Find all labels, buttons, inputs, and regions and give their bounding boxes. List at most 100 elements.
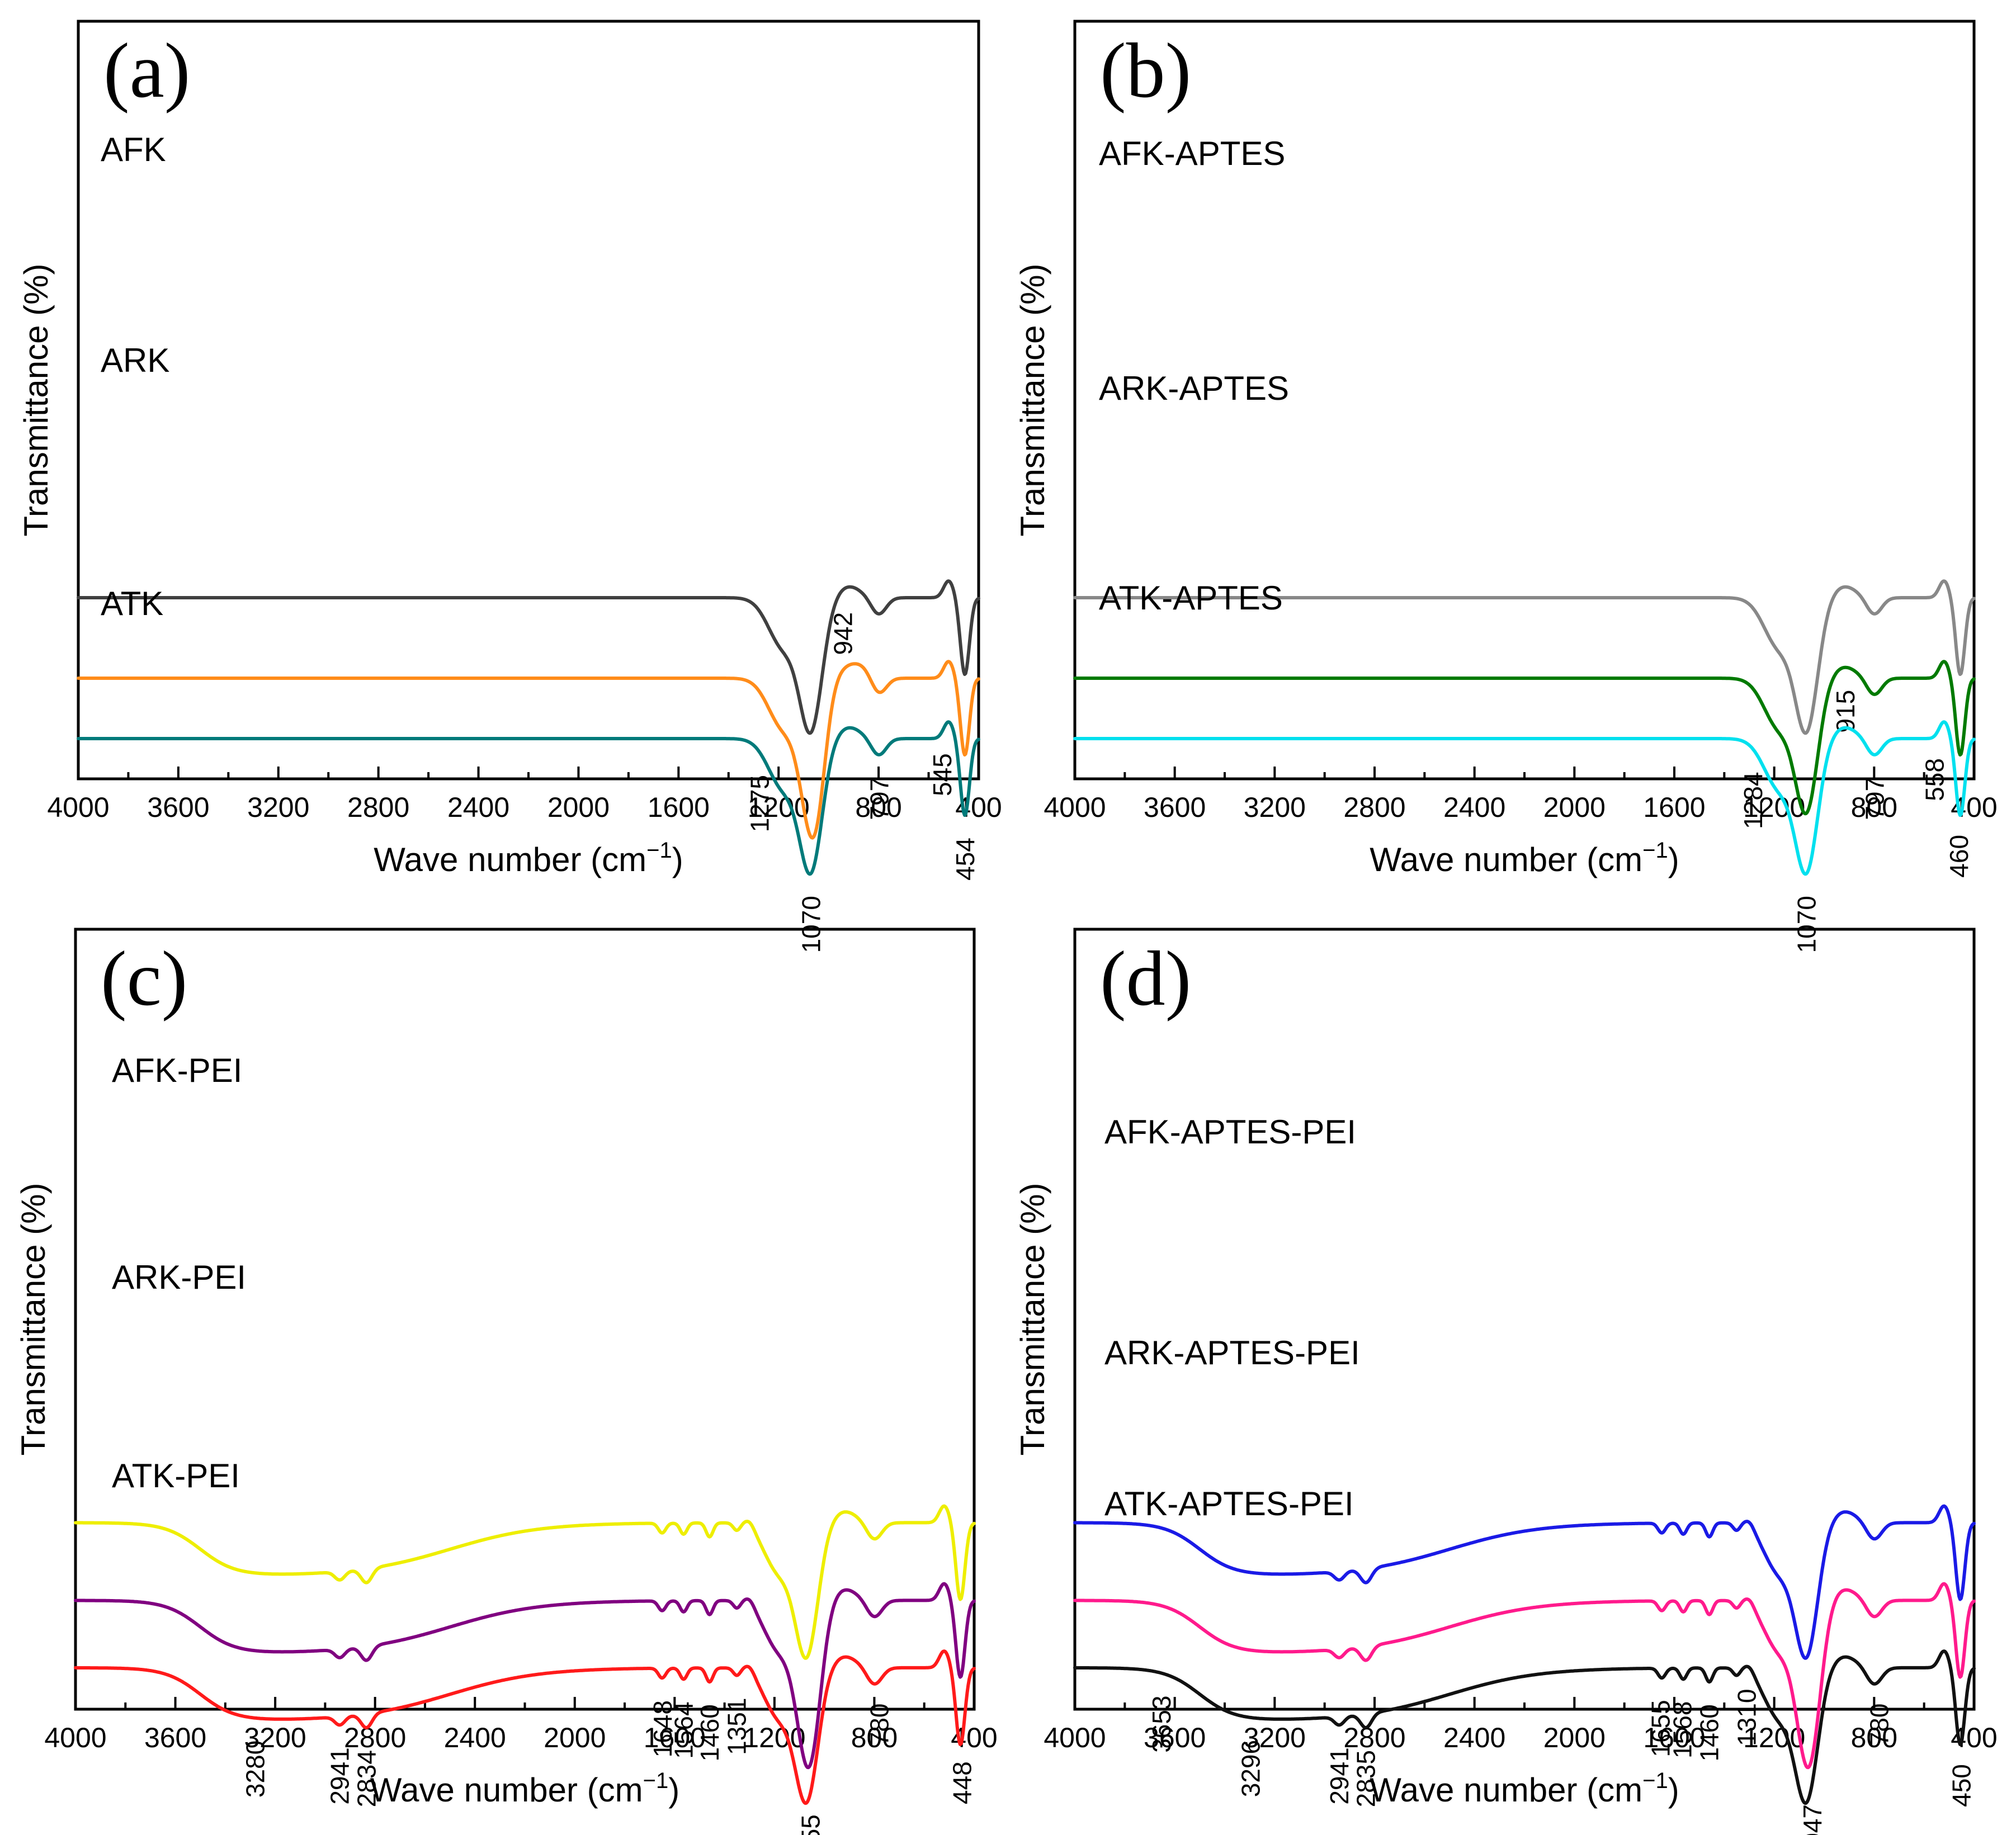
peak-annotation: 780 (865, 1704, 894, 1747)
series-label: ARK-APTES (1099, 370, 1289, 407)
peak-annotation: 3653 (1147, 1695, 1176, 1752)
x-tick-label: 2400 (447, 792, 509, 823)
peak-annotation: 1568 (1668, 1701, 1697, 1758)
series-line-afk-pei (74, 1504, 976, 1660)
x-tick-label: 2400 (444, 1722, 506, 1753)
plot-frame (77, 20, 980, 781)
peak-annotation: 2835 (1351, 1750, 1380, 1807)
x-tick-label: 3200 (1244, 792, 1306, 823)
peak-annotation: 3280 (240, 1741, 270, 1798)
x-tick-label: 1600 (644, 1722, 706, 1753)
x-tick-label: 2400 (1443, 792, 1505, 823)
peak-annotation: 942 (829, 612, 858, 655)
x-tick-label: 2800 (344, 1722, 406, 1753)
panel-a: 4000 3600 3200 2800 2400 2000 1600 1200 800 400Wa… (17, 20, 1002, 953)
peak-annotation: 797 (1861, 777, 1890, 820)
series-label: ATK-APTES (1099, 579, 1283, 617)
series-line-ark-pei (74, 1582, 976, 1770)
series-line-afk (77, 579, 980, 735)
peak-annotation: 2834 (352, 1750, 381, 1807)
peak-annotation: 1460 (695, 1704, 724, 1761)
peak-annotation: 1055 (796, 1814, 825, 1835)
x-tick-label: 2000 (547, 792, 610, 823)
peak-annotation: 450 (1947, 1764, 1976, 1807)
x-axis-title: Wave number (cm−1) (370, 1768, 679, 1809)
peak-annotation: 454 (951, 838, 980, 881)
x-tick-label: 800 (1851, 792, 1897, 823)
series-line-afk-aptes-pei (1073, 1504, 1976, 1660)
x-tick-label: 3600 (1144, 792, 1206, 823)
x-tick-label: 3200 (244, 1722, 306, 1753)
panel-label: (a) (103, 27, 190, 114)
x-tick-label: 2000 (1543, 1722, 1606, 1753)
y-axis-title: Transmittance (%) (1014, 1183, 1051, 1456)
peak-annotation: 1070 (1792, 896, 1821, 953)
peak-annotation: 1648 (648, 1700, 677, 1757)
peak-annotation: 558 (1920, 758, 1949, 801)
x-tick-label: 2800 (347, 792, 409, 823)
x-tick-label: 4000 (1044, 1722, 1106, 1753)
x-tick-label: 1200 (743, 1722, 805, 1753)
x-tick-label: 800 (1851, 1722, 1897, 1753)
peak-annotation: 448 (948, 1761, 977, 1804)
series-line-atk (77, 720, 980, 876)
peak-annotation: 1275 (745, 775, 775, 832)
x-tick-label: 2800 (1343, 792, 1405, 823)
peak-annotation: 1564 (669, 1701, 698, 1758)
x-tick-label: 1200 (748, 792, 810, 823)
series-label: AFK-APTES (1099, 135, 1285, 172)
peak-annotation: 797 (865, 777, 894, 820)
peak-annotation: 3296 (1236, 1740, 1265, 1797)
series-label: AFK (101, 131, 166, 168)
series-label: ARK-PEI (112, 1259, 246, 1296)
x-tick-label: 4000 (44, 1722, 106, 1753)
panel-d: 4000 3600 3200 2800 2400 2000 1600 1200 800 400Wa… (1014, 928, 1998, 1835)
series-label: ATK-PEI (112, 1457, 240, 1495)
y-axis-title: Transmittance (%) (17, 264, 55, 537)
peak-annotation: 2941 (1325, 1747, 1354, 1804)
peak-annotation: 460 (1944, 835, 1973, 878)
peak-annotation: 545 (928, 753, 957, 796)
x-tick-label: 3600 (1144, 1722, 1206, 1753)
panel-label: (b) (1100, 27, 1191, 114)
x-axis-title: Wave number (cm−1) (374, 838, 683, 878)
x-tick-label: 800 (855, 792, 901, 823)
panel-b: 4000 3600 3200 2800 2400 2000 1600 1200 800 400Wa… (1014, 20, 1998, 953)
y-axis-title: Transmittance (%) (15, 1183, 52, 1456)
peak-annotation: 1070 (796, 896, 825, 953)
series-line-atk-pei (74, 1649, 976, 1805)
series-label: ATK-APTES-PEI (1104, 1485, 1354, 1522)
x-axis-title: Wave number (cm−1) (1370, 1768, 1679, 1809)
peak-annotation: 1460 (1695, 1704, 1724, 1761)
peak-annotation: 1047 (1798, 1804, 1827, 1835)
panel-c: 4000 3600 3200 2800 2400 2000 1600 1200 800 400Wa… (15, 928, 998, 1835)
panel-label: (d) (1100, 935, 1191, 1022)
series-line-atk-aptes-pei (1073, 1649, 1976, 1805)
x-tick-label: 800 (851, 1722, 898, 1753)
x-tick-label: 2400 (1443, 1722, 1505, 1753)
series-label: AFK-PEI (112, 1052, 242, 1089)
series-line-ark (77, 660, 980, 840)
x-tick-label: 4000 (1044, 792, 1106, 823)
x-tick-label: 1600 (1643, 792, 1705, 823)
series-label: ATK (101, 585, 163, 622)
peak-annotation: 2941 (325, 1747, 355, 1804)
series-label: ARK (101, 342, 169, 379)
y-axis-title: Transmittance (%) (1014, 264, 1051, 537)
x-tick-label: 3600 (147, 792, 209, 823)
series-label: ARK-APTES-PEI (1104, 1334, 1360, 1371)
series-line-ark-aptes (1073, 660, 1976, 816)
series-line-ark-aptes-pei (1073, 1582, 1976, 1770)
x-tick-label: 2000 (544, 1722, 606, 1753)
panel-label: (c) (101, 935, 187, 1022)
series-line-atk-aptes (1073, 720, 1976, 876)
peak-annotation: 1655 (1646, 1700, 1675, 1757)
x-tick-label: 1200 (1743, 792, 1805, 823)
peak-annotation: 1351 (722, 1698, 751, 1755)
x-tick-label: 4000 (47, 792, 109, 823)
peak-annotation: 1284 (1739, 772, 1768, 829)
peak-annotation: 915 (1831, 690, 1860, 733)
series-label: AFK-APTES-PEI (1104, 1113, 1356, 1151)
x-tick-label: 2000 (1543, 792, 1606, 823)
